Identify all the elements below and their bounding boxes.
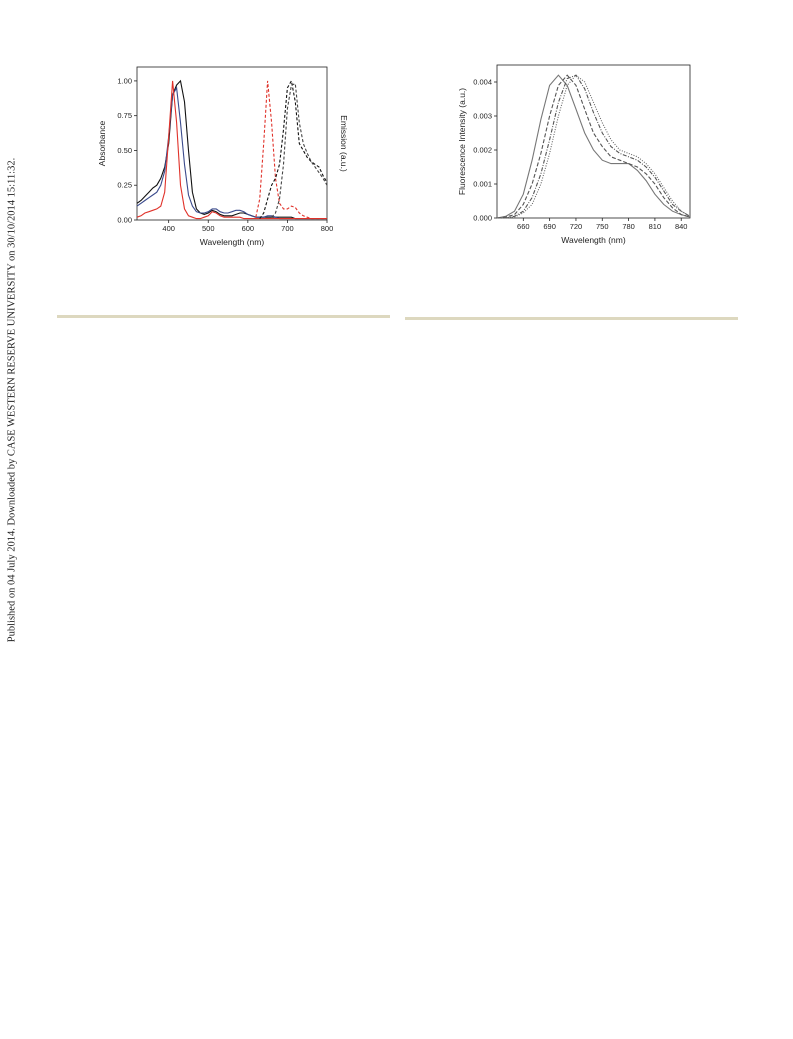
y-tick-label: 0.004 xyxy=(473,78,492,87)
y-tick-label: 0.50 xyxy=(117,146,132,155)
series-line xyxy=(497,74,691,219)
y-tick-label: 0.001 xyxy=(473,180,492,189)
series-line xyxy=(496,74,691,219)
x-tick-label: 400 xyxy=(162,224,175,233)
y-tick-label: 0.75 xyxy=(117,111,132,120)
y-tick-label: 0.002 xyxy=(473,146,492,155)
x-tick-label: 720 xyxy=(570,222,583,231)
y-axis-label: Absorbance xyxy=(97,121,107,167)
x-tick-label: 660 xyxy=(517,222,530,231)
y-tick-label: 0.00 xyxy=(117,216,132,225)
x-axis-label: Wavelength (nm) xyxy=(561,235,626,245)
y-axis-label: Fluorescence Intensity (a.u.) xyxy=(457,88,467,195)
x-tick-label: 600 xyxy=(242,224,255,233)
x-tick-label: 500 xyxy=(202,224,215,233)
series-line xyxy=(255,80,327,220)
plot-frame xyxy=(136,66,328,221)
series-line xyxy=(136,86,327,220)
y-tick-label: 0.25 xyxy=(117,181,132,190)
x-axis-label: Wavelength (nm) xyxy=(200,237,265,247)
x-tick-label: 750 xyxy=(596,222,609,231)
plot-frame xyxy=(496,64,691,219)
series-line xyxy=(136,80,327,220)
chart-absorbance: 400 500 600 700 800 0.00 0.25 0.50 0.75 1.00 Wavel… xyxy=(97,64,691,247)
x-tick-label: 700 xyxy=(281,224,294,233)
x-tick-label: 780 xyxy=(622,222,635,231)
y-tick-label: 1.00 xyxy=(117,76,132,85)
x-tick-label: 810 xyxy=(649,222,662,231)
y2-axis-label: Emission (a.u.) xyxy=(339,115,349,172)
series-line xyxy=(497,74,691,219)
x-tick-label: 840 xyxy=(675,222,688,231)
series-line xyxy=(496,74,691,219)
x-tick-label: 800 xyxy=(321,224,334,233)
rule xyxy=(405,317,738,320)
x-tick-label: 690 xyxy=(543,222,556,231)
y-tick-label: 0.000 xyxy=(473,214,492,223)
series-line xyxy=(136,79,327,220)
series-line xyxy=(271,82,328,218)
rule xyxy=(57,315,390,318)
y-tick-label: 0.003 xyxy=(473,112,492,121)
